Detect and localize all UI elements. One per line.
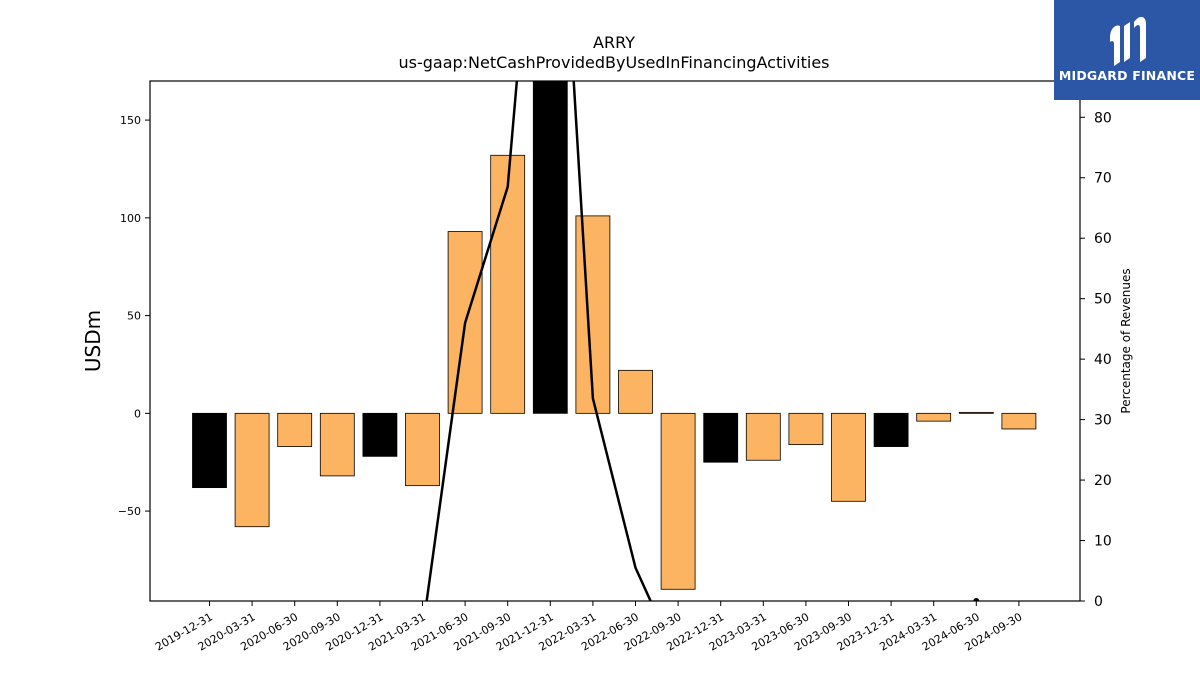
brand-logo: MIDGARD FINANCE: [1054, 0, 1200, 100]
bar-2024-09-30: [1001, 412, 1037, 430]
bar-2020-09-30: [319, 412, 355, 477]
logo-mark-icon: [1110, 16, 1146, 66]
plot-frame: [149, 80, 1081, 602]
bar-2020-12-31: [362, 412, 398, 457]
y2-tick-label: 50: [1094, 292, 1112, 308]
y2-tick-label: 0: [1094, 594, 1103, 610]
revenue-pct-point: [973, 598, 980, 601]
bar-2020-03-31: [234, 412, 270, 528]
y-tick-label: −50: [118, 505, 141, 518]
bar-2021-12-31: [532, 81, 568, 414]
chart-subtitle: us-gaap:NetCashProvidedByUsedInFinancing…: [398, 53, 829, 72]
bar-2023-09-30: [831, 412, 866, 502]
y2-tick-label: 40: [1094, 352, 1112, 368]
bar-2022-09-30: [660, 412, 696, 590]
bar-2022-06-30: [618, 369, 653, 414]
bar-2021-03-31: [405, 412, 440, 487]
y-tick-label: 50: [127, 310, 141, 323]
y2-tick-label: 70: [1094, 171, 1112, 187]
line-group: [425, 81, 980, 601]
bar-2019-12-31: [192, 412, 227, 489]
y2-tick-label: 20: [1094, 473, 1112, 489]
bar-2021-09-30: [490, 154, 526, 414]
bar-2023-03-31: [745, 412, 781, 461]
bar-2020-06-30: [277, 412, 313, 447]
y-axis-label: USDm: [81, 310, 105, 372]
y2-tick-label: 10: [1094, 534, 1112, 550]
bar-2024-03-31: [916, 412, 952, 422]
chart-title: ARRY: [593, 33, 635, 52]
y-tick-label: 0: [134, 407, 141, 420]
y2-tick-label: 30: [1094, 413, 1112, 429]
y2-axis-label: Percentage of Revenues: [1119, 268, 1133, 413]
bar-2023-06-30: [788, 412, 824, 446]
logo-text: MIDGARD FINANCE: [1058, 68, 1196, 83]
y-tick-label: 150: [120, 114, 141, 127]
y2-tick-label: 60: [1094, 231, 1112, 247]
bar-2022-12-31: [703, 412, 739, 463]
bar-2024-06-30: [958, 411, 994, 414]
y2-tick-label: 80: [1094, 110, 1112, 126]
y-tick-label: 100: [120, 212, 141, 225]
bars-group: [192, 81, 1037, 590]
revenue-pct-line: [425, 81, 652, 601]
bar-2023-12-31: [873, 412, 909, 447]
